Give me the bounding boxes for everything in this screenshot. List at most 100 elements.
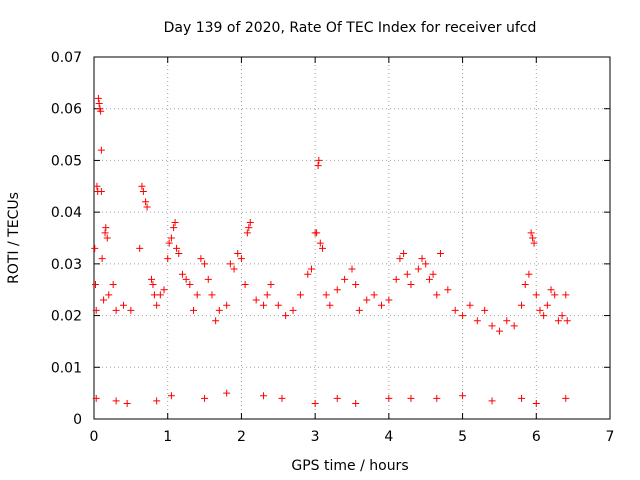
data-point <box>488 322 496 330</box>
data-point <box>212 317 220 325</box>
data-point <box>326 301 334 309</box>
tick-labels: 0 1 2 3 4 5 6 7 0 0.01 0.02 0.03 0.04 0.05 0.06 0.07 <box>51 50 615 445</box>
data-point <box>193 291 201 299</box>
data-point <box>127 306 135 314</box>
data-point <box>142 198 150 206</box>
data-point <box>543 301 551 309</box>
data-point <box>278 394 286 402</box>
data-point <box>234 250 242 258</box>
y-axis-label: ROTI / TECUs <box>6 192 22 284</box>
data-point <box>95 100 103 108</box>
data-point <box>101 229 109 237</box>
data-point <box>436 250 444 258</box>
data-point <box>385 394 393 402</box>
data-point <box>414 265 422 273</box>
data-point <box>554 317 562 325</box>
y-tick-label: 0.03 <box>51 257 82 273</box>
data-point <box>451 306 459 314</box>
data-point <box>558 312 566 320</box>
data-point <box>263 291 271 299</box>
data-point <box>201 260 209 268</box>
data-point <box>547 286 555 294</box>
data-point <box>260 392 268 400</box>
data-point <box>562 394 570 402</box>
data-point <box>433 291 441 299</box>
data-point <box>433 394 441 402</box>
data-point <box>149 281 157 289</box>
data-point <box>97 187 105 195</box>
data-point <box>304 270 312 278</box>
data-point <box>314 162 322 170</box>
data-point <box>296 291 304 299</box>
data-point <box>105 291 113 299</box>
data-point <box>160 286 168 294</box>
data-point <box>563 317 571 325</box>
data-point <box>171 218 179 226</box>
data-point <box>532 291 540 299</box>
data-point <box>97 107 105 115</box>
data-point <box>355 306 363 314</box>
data-point <box>407 281 415 289</box>
data-point <box>226 260 234 268</box>
data-point <box>153 397 161 405</box>
x-tick-label: 1 <box>163 429 172 445</box>
data-point <box>201 394 209 402</box>
data-point <box>109 281 117 289</box>
data-point <box>164 255 172 263</box>
data-point <box>123 399 131 407</box>
data-point <box>93 182 101 190</box>
data-point <box>352 399 360 407</box>
data-point <box>91 281 99 289</box>
data-point <box>503 317 511 325</box>
data-point <box>147 275 155 283</box>
data-point <box>267 281 275 289</box>
y-tick-label: 0.07 <box>51 50 82 66</box>
data-point <box>260 301 268 309</box>
data-point <box>551 291 559 299</box>
x-tick-label: 3 <box>311 429 320 445</box>
data-point <box>97 146 105 154</box>
data-point <box>94 94 102 102</box>
data-point <box>282 312 290 320</box>
data-point <box>119 301 127 309</box>
x-tick-label: 6 <box>532 429 541 445</box>
data-point <box>215 306 223 314</box>
data-point <box>197 255 205 263</box>
data-point <box>237 255 245 263</box>
data-point <box>403 270 411 278</box>
data-point <box>100 296 108 304</box>
data-point <box>246 218 254 226</box>
data-point <box>392 275 400 283</box>
data-point <box>348 265 356 273</box>
data-point <box>562 291 570 299</box>
data-point <box>102 224 110 232</box>
data-point <box>525 270 533 278</box>
data-point <box>407 394 415 402</box>
x-tick-label: 2 <box>237 429 246 445</box>
chart-title: Day 139 of 2020, Rate Of TEC Index for r… <box>164 20 537 36</box>
data-point <box>167 392 175 400</box>
data-point <box>459 312 467 320</box>
data-point <box>400 250 408 258</box>
y-tick-label: 0.04 <box>51 205 82 221</box>
data-point <box>363 296 371 304</box>
points <box>91 94 571 407</box>
data-point <box>333 286 341 294</box>
data-point <box>204 275 212 283</box>
data-point <box>316 239 324 247</box>
x-tick-label: 7 <box>606 429 615 445</box>
data-point <box>136 244 144 252</box>
data-point <box>182 275 190 283</box>
data-point <box>518 394 526 402</box>
data-point <box>112 306 120 314</box>
data-point <box>156 291 164 299</box>
data-point <box>529 234 537 242</box>
data-point <box>230 265 238 273</box>
data-point <box>429 270 437 278</box>
data-point <box>245 224 253 232</box>
data-point <box>370 291 378 299</box>
y-tick-label: 0.05 <box>51 153 82 169</box>
data-point <box>170 224 178 232</box>
data-point <box>150 291 158 299</box>
